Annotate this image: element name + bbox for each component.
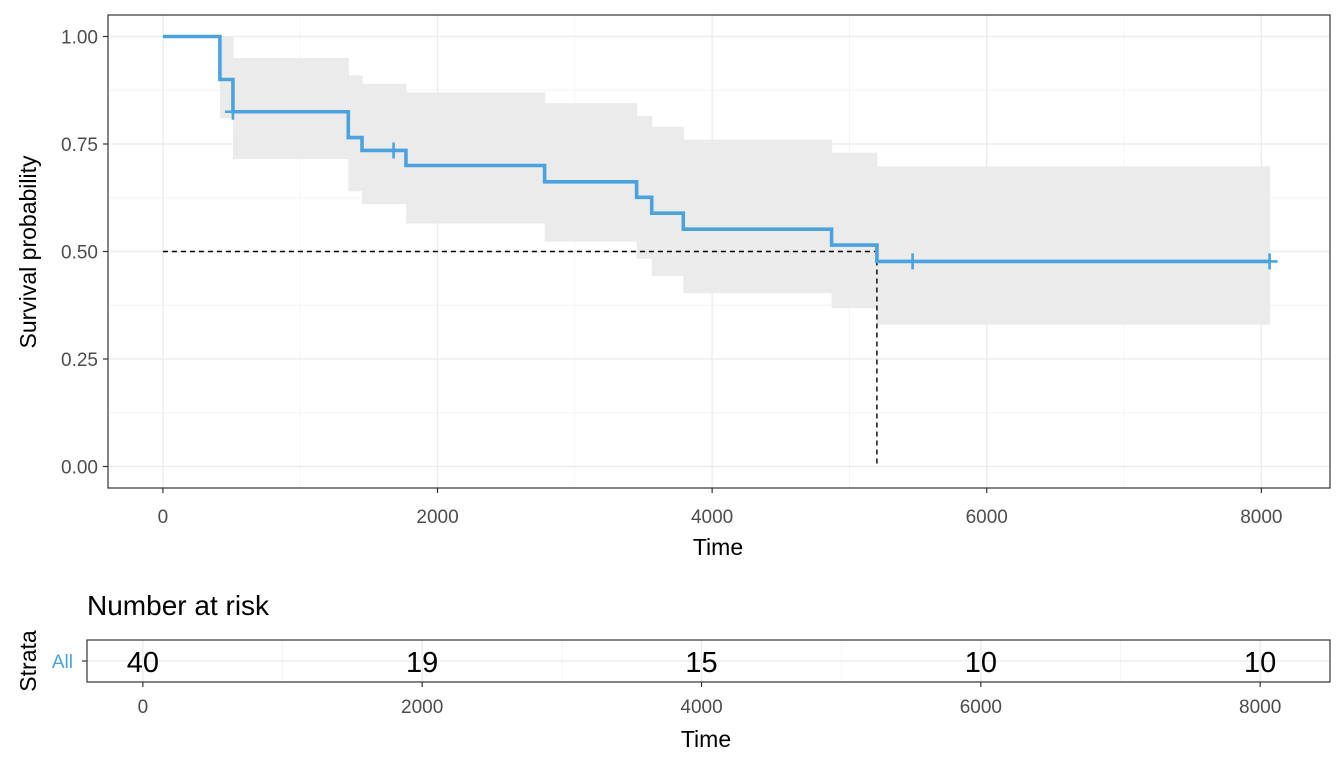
- median-survival-lines: [162, 250, 878, 467]
- x-tick-label: 0: [158, 507, 169, 528]
- y-axis-title: Survival probability: [15, 155, 41, 349]
- risk-table-panel: 40 19 15 10 10 All 0 2000 4000 6000 8000: [52, 639, 1331, 718]
- x-tick-label: 2000: [416, 507, 458, 528]
- risk-x-tick-label: 6000: [960, 697, 1002, 718]
- risk-value: 10: [965, 647, 997, 679]
- risk-table-title: Number at risk: [87, 590, 270, 621]
- censor-mark: [904, 253, 921, 270]
- confidence-band: [219, 36, 1271, 325]
- strata-label: All: [52, 652, 73, 673]
- risk-x-tick-label: 2000: [401, 697, 443, 718]
- y-tick-label: 0.25: [61, 350, 98, 371]
- y-axis: 0.00 0.25 0.50 0.75 1.00: [61, 28, 108, 479]
- confidence-band-segment: [362, 83, 407, 205]
- y-tick-label: 1.00: [61, 28, 98, 49]
- x-tick-label: 4000: [691, 507, 733, 528]
- confidence-band-segment: [876, 166, 1271, 325]
- risk-table-strata-axis: All: [52, 652, 87, 673]
- confidence-band-segment: [405, 92, 546, 224]
- risk-value: 10: [1244, 647, 1276, 679]
- confidence-band-segment: [232, 58, 349, 160]
- risk-table-x-axis-title: Time: [681, 726, 731, 752]
- confidence-band-segment: [348, 75, 363, 192]
- censor-mark: [385, 142, 402, 159]
- censor-mark: [224, 103, 241, 120]
- risk-x-tick-label: 4000: [680, 697, 722, 718]
- confidence-band-segment: [219, 36, 234, 119]
- y-tick-label: 0.50: [61, 243, 98, 264]
- risk-table-x-axis: 0 2000 4000 6000 8000: [138, 682, 1281, 718]
- survival-plot-panel: 0.00 0.25 0.50 0.75 1.00 0 2000 4000 6000 8000: [61, 14, 1331, 528]
- risk-table-y-axis-title: Strata: [15, 630, 41, 692]
- risk-value: 19: [406, 647, 438, 679]
- confidence-band-segment: [683, 139, 833, 294]
- risk-x-tick-label: 8000: [1239, 697, 1281, 718]
- confidence-band-segment: [831, 152, 878, 309]
- censor-marks: [224, 103, 1278, 270]
- confidence-band-segment: [636, 116, 653, 259]
- risk-value: 40: [127, 647, 159, 679]
- y-tick-label: 0.00: [61, 458, 98, 479]
- x-axis-title: Time: [693, 534, 743, 560]
- confidence-band-segment: [544, 103, 638, 242]
- x-tick-label: 6000: [966, 507, 1008, 528]
- risk-table-gridlines: [87, 640, 1330, 682]
- confidence-band-segment: [651, 126, 684, 277]
- x-tick-label: 8000: [1240, 507, 1282, 528]
- censor-mark: [1261, 253, 1278, 270]
- risk-table-values: 40 19 15 10 10: [127, 647, 1277, 679]
- y-tick-label: 0.75: [61, 135, 98, 156]
- risk-value: 15: [685, 647, 717, 679]
- x-axis: 0 2000 4000 6000 8000: [158, 488, 1282, 528]
- risk-x-tick-label: 0: [138, 697, 149, 718]
